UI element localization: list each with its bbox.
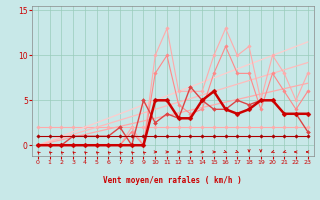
- X-axis label: Vent moyen/en rafales ( km/h ): Vent moyen/en rafales ( km/h ): [103, 176, 242, 185]
